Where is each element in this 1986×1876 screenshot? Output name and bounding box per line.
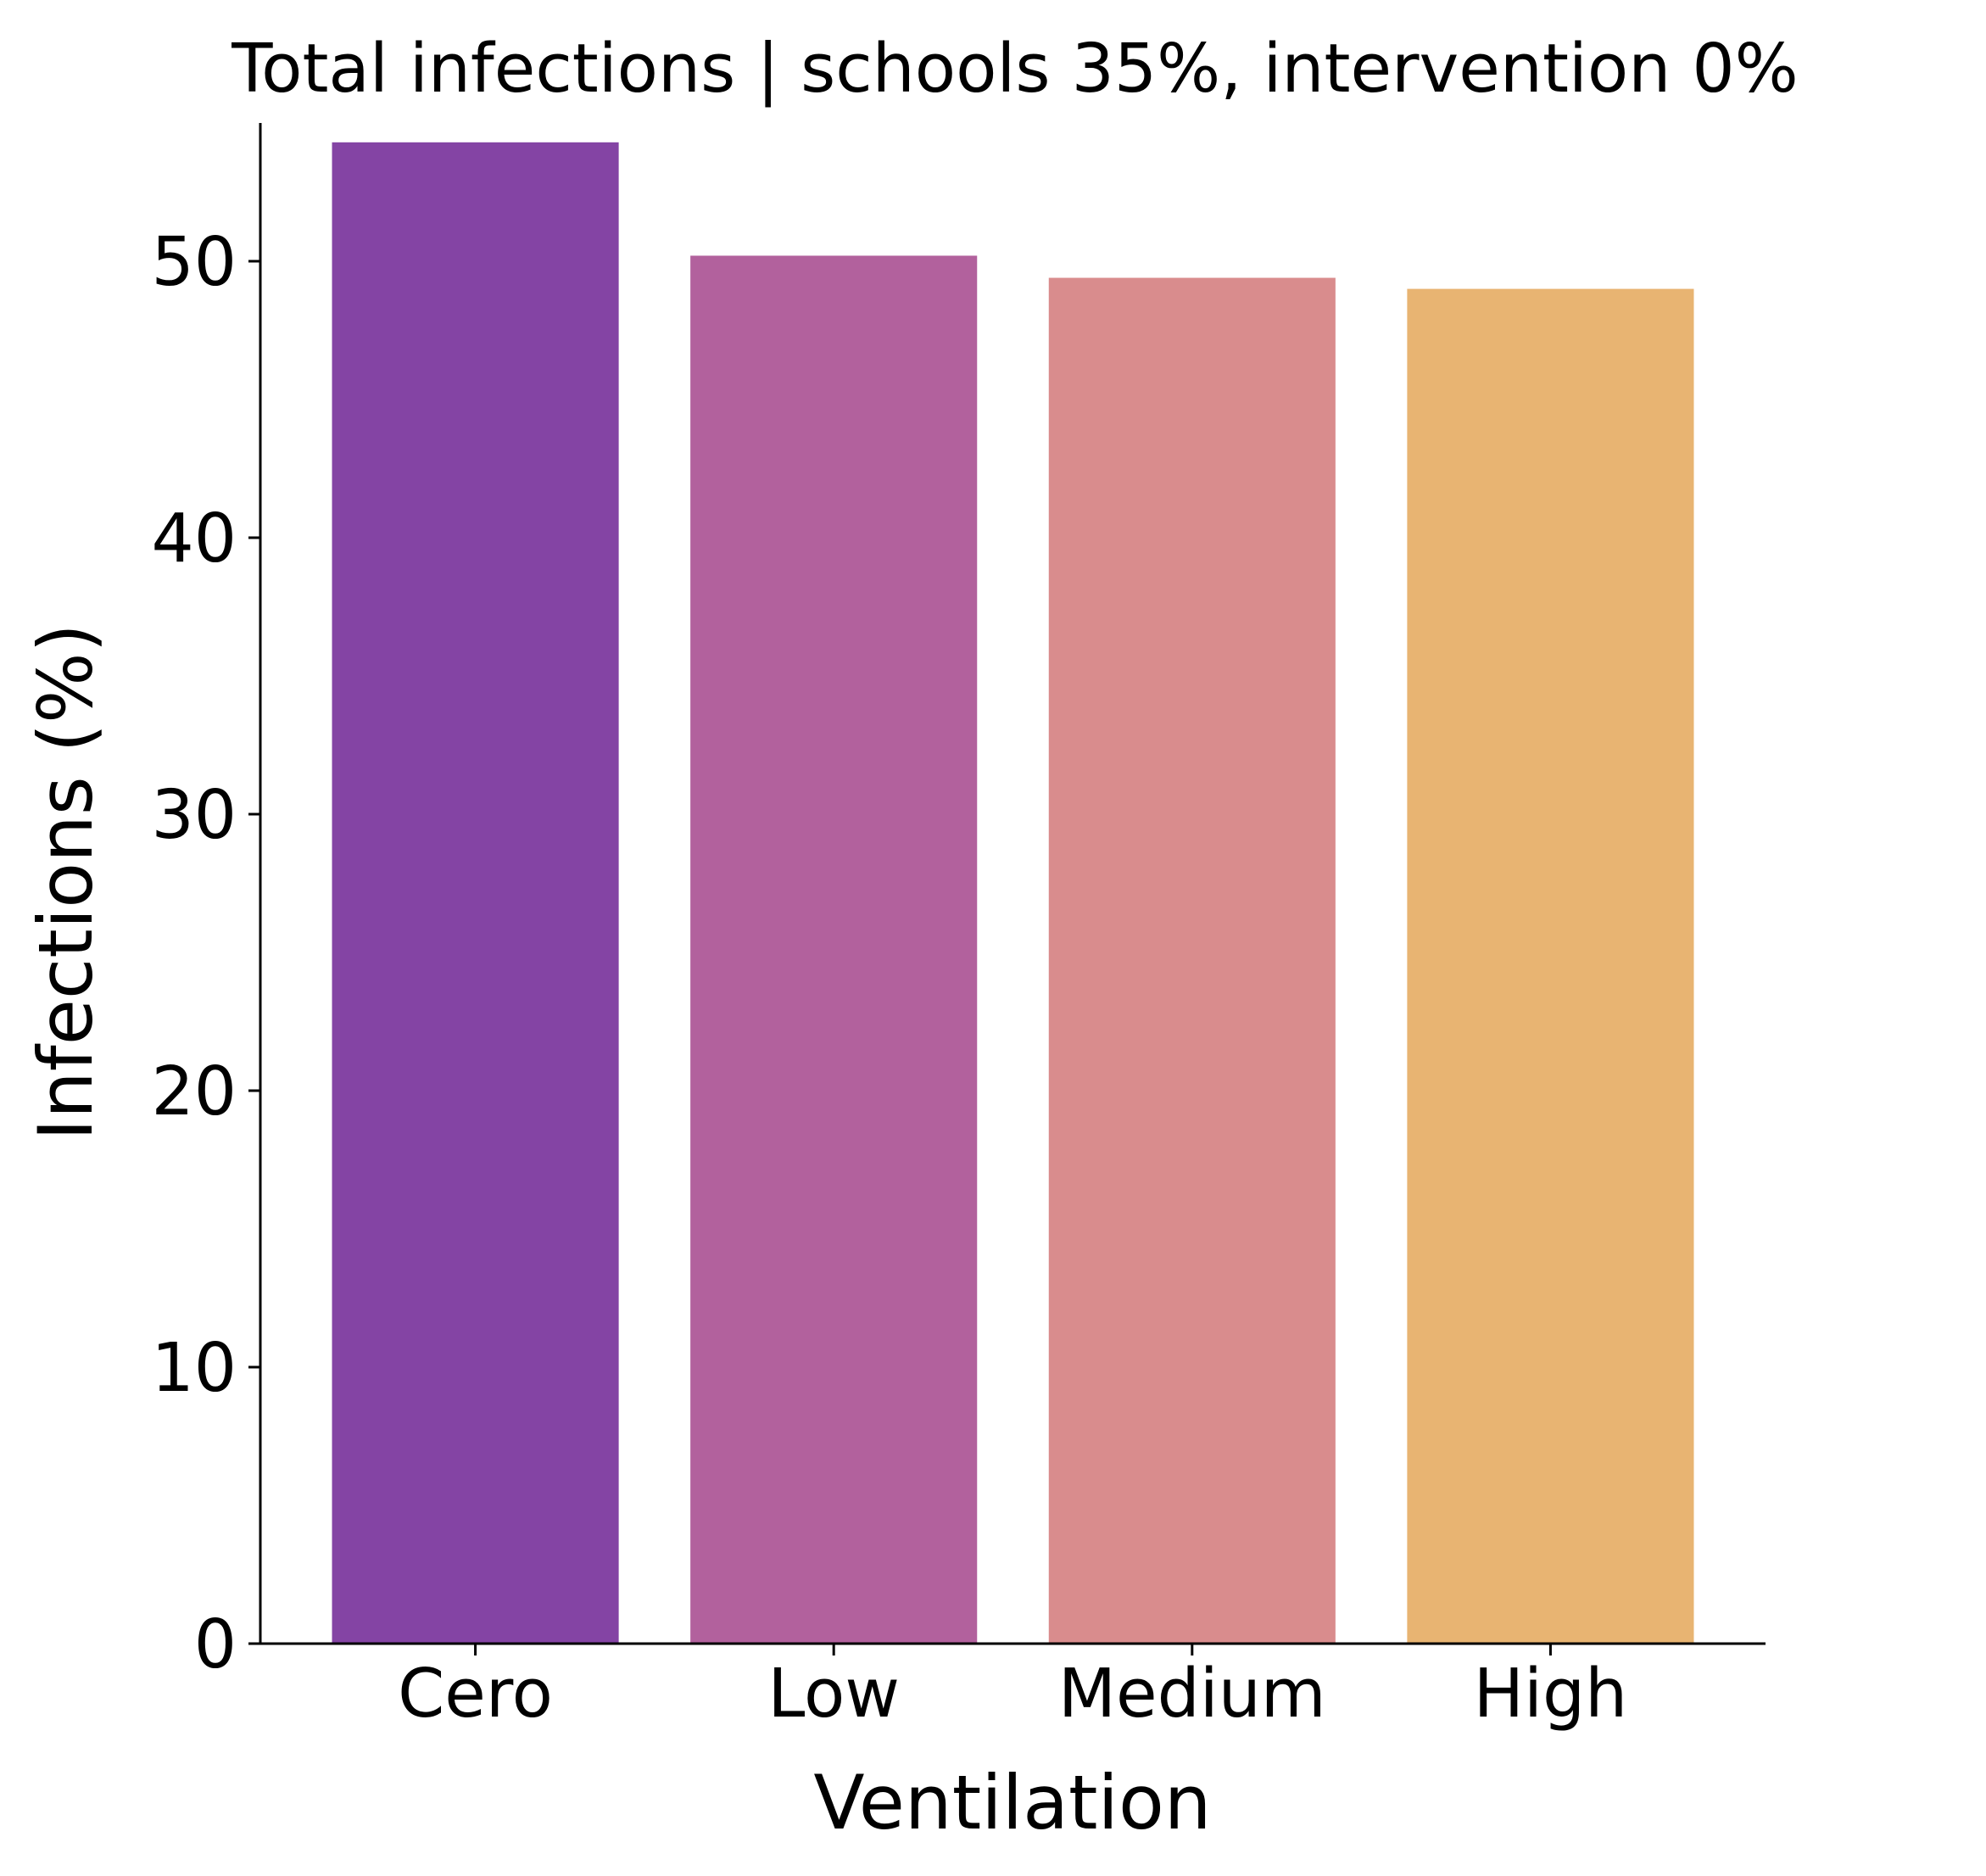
y-axis-ticks: 0 10 20 30 40 50 [151,223,260,1683]
x-axis-label: Ventilation [813,1759,1211,1846]
x-axis-ticks: Cero Low Medium High [398,1644,1627,1733]
y-tick-label: 40 [151,500,237,578]
x-tick-label: Medium [1058,1655,1326,1733]
bar-low [690,255,978,1644]
bars-group [332,142,1694,1644]
bar-medium [1048,277,1336,1644]
bar-cero [332,142,619,1644]
y-tick-label: 0 [194,1605,237,1683]
bar-high [1407,288,1694,1644]
x-tick-label: High [1474,1655,1628,1733]
x-tick-label: Low [767,1655,900,1733]
y-tick-label: 30 [151,776,237,854]
y-tick-label: 50 [151,223,237,301]
y-axis-label: Infections (%) [22,623,109,1141]
chart-title: Total infections | schools 35%, interven… [231,30,1798,108]
y-tick-label: 10 [151,1329,237,1407]
y-tick-label: 20 [151,1052,237,1131]
x-tick-label: Cero [398,1655,553,1733]
